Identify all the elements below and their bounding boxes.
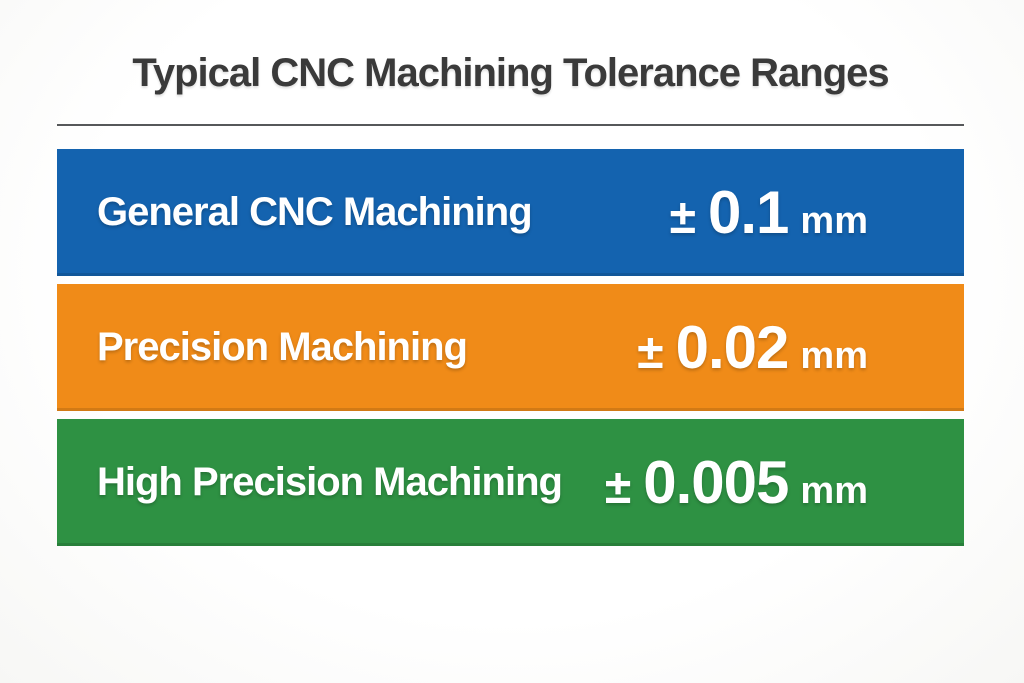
row-label: General CNC Machining: [97, 190, 533, 234]
tolerance-number: 0.1: [708, 179, 789, 246]
content-area: Typical CNC Machining Tolerance Ranges G…: [57, 0, 964, 554]
tolerance-bars: General CNC Machining ± 0.1 mm Precision…: [57, 149, 964, 546]
row-label: High Precision Machining: [97, 460, 563, 504]
title-divider-line: [57, 124, 964, 126]
plus-minus-symbol: ±: [637, 326, 664, 379]
row-value: ± 0.005 mm: [605, 448, 868, 517]
tolerance-unit: mm: [800, 335, 868, 377]
tolerance-unit: mm: [800, 470, 868, 512]
plus-minus-symbol: ±: [669, 191, 696, 244]
row-label: Precision Machining: [97, 325, 468, 369]
row-value: ± 0.1 mm: [670, 178, 868, 247]
plus-minus-symbol: ±: [604, 461, 632, 514]
tolerance-row-precision: Precision Machining ± 0.02 mm: [57, 284, 964, 411]
row-value: ± 0.02 mm: [637, 313, 868, 382]
tolerance-unit: mm: [800, 200, 868, 242]
page-title: Typical CNC Machining Tolerance Ranges: [132, 51, 889, 95]
tolerance-row-high-precision: High Precision Machining ± 0.005 mm: [57, 419, 964, 546]
tolerance-number: 0.005: [643, 449, 789, 516]
tolerance-number: 0.02: [675, 314, 790, 381]
tolerance-row-general-cnc: General CNC Machining ± 0.1 mm: [57, 149, 964, 276]
